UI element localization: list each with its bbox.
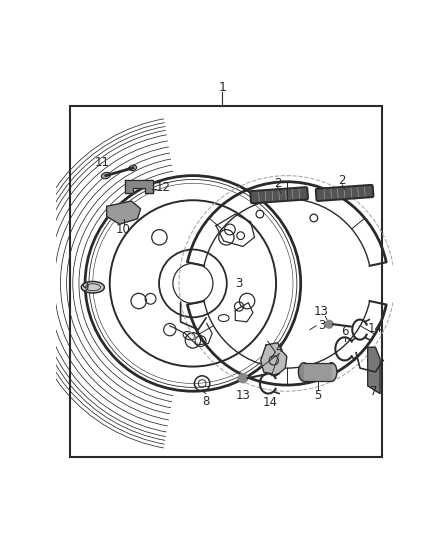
Text: 8: 8 — [202, 395, 210, 408]
Text: 7: 7 — [370, 385, 378, 398]
Ellipse shape — [326, 363, 337, 381]
Text: 2: 2 — [274, 177, 281, 190]
Text: 10: 10 — [116, 223, 131, 236]
Circle shape — [325, 320, 333, 328]
Circle shape — [238, 374, 247, 383]
Polygon shape — [367, 348, 380, 393]
Bar — [304, 363, 332, 381]
FancyBboxPatch shape — [316, 185, 374, 201]
Polygon shape — [107, 201, 141, 224]
Text: 4: 4 — [276, 342, 283, 356]
Text: 14: 14 — [368, 321, 383, 335]
Bar — [70, 106, 381, 457]
Ellipse shape — [298, 363, 309, 381]
Polygon shape — [125, 180, 153, 193]
Text: 5: 5 — [314, 389, 321, 401]
Text: 6: 6 — [341, 326, 348, 338]
Text: 2: 2 — [339, 174, 346, 188]
Text: 3: 3 — [318, 319, 325, 332]
FancyBboxPatch shape — [251, 187, 308, 203]
Text: 13: 13 — [236, 389, 251, 401]
Text: 14: 14 — [262, 396, 277, 409]
Text: 11: 11 — [95, 156, 110, 169]
Text: 12: 12 — [156, 181, 171, 193]
Text: 1: 1 — [218, 80, 226, 94]
Ellipse shape — [81, 281, 104, 293]
Text: 3: 3 — [235, 277, 243, 290]
Polygon shape — [261, 343, 287, 376]
Text: 13: 13 — [314, 305, 329, 318]
Ellipse shape — [129, 165, 137, 171]
Text: 9: 9 — [81, 281, 89, 294]
Ellipse shape — [101, 172, 110, 179]
